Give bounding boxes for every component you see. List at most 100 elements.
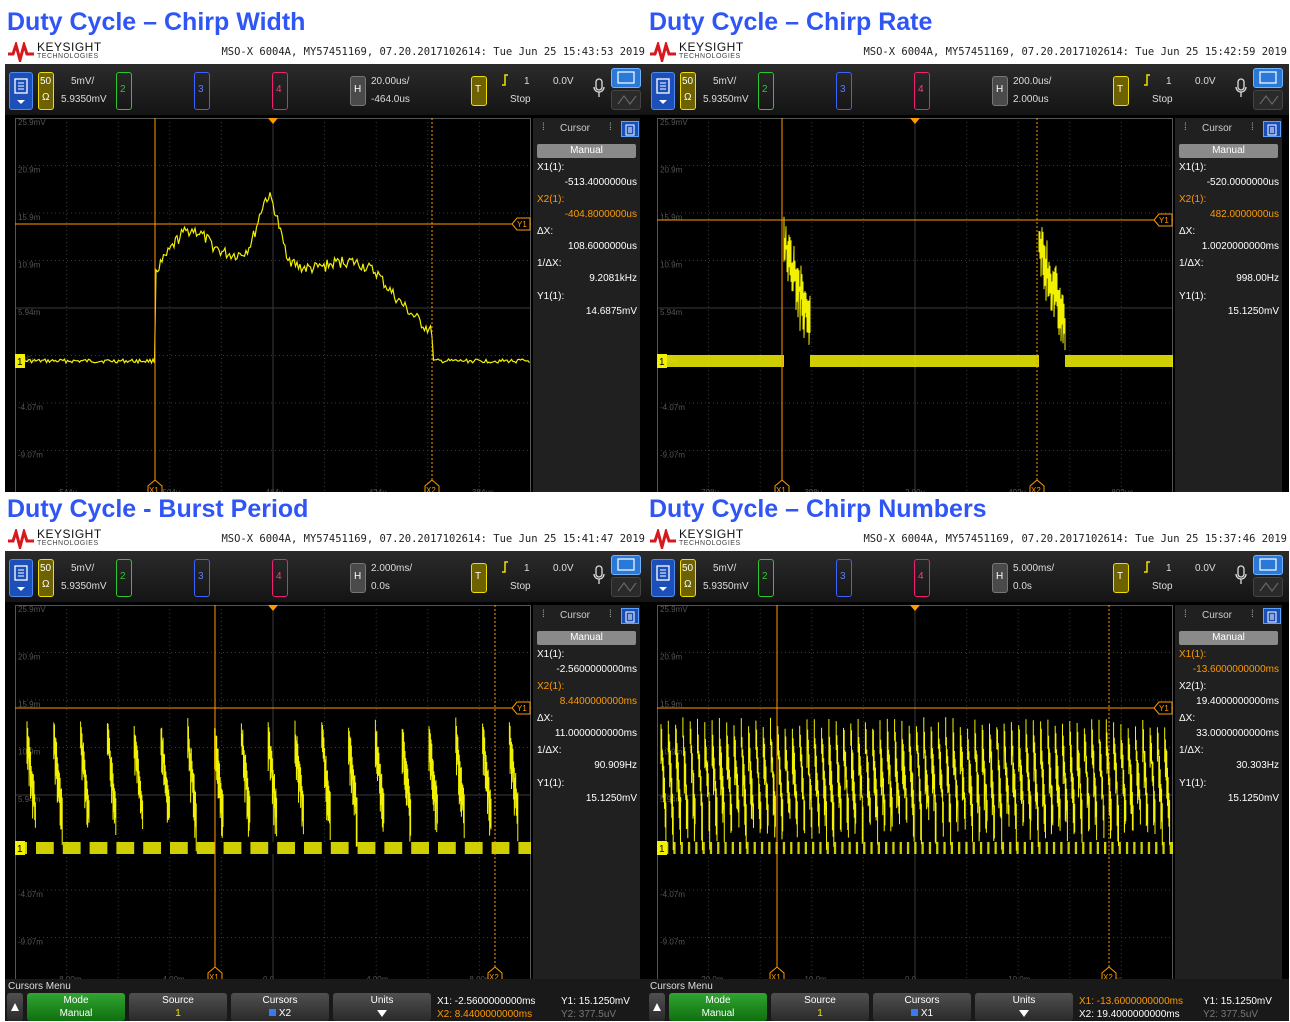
x2-cursor-tag[interactable]: X2 <box>424 479 440 492</box>
ch2-button[interactable]: 2 <box>116 72 132 110</box>
ch4-button[interactable]: 4 <box>272 72 288 110</box>
y1-cursor-tag[interactable]: Y1 <box>1153 701 1173 715</box>
x-tick-label: -424u <box>366 488 386 492</box>
cursor-mode-button[interactable]: Manual <box>1179 631 1278 645</box>
cursor-mode-button[interactable]: Manual <box>1179 144 1278 158</box>
y1-cursor-tag[interactable]: Y1 <box>511 217 531 231</box>
mode-softkey[interactable]: Mode Manual <box>27 993 125 1021</box>
x2-cursor-tag[interactable]: X2 <box>1029 479 1045 492</box>
burst-gap <box>80 842 90 854</box>
horizontal-button[interactable]: H <box>350 76 366 106</box>
y1-cursor-tag[interactable]: Y1 <box>511 701 531 715</box>
scope-panel-4: Duty Cycle – Chirp Numbers KEYSIGHT TECH… <box>647 493 1289 1021</box>
ch2-button[interactable]: 2 <box>758 559 774 597</box>
touch-button[interactable] <box>1253 90 1283 110</box>
touch-button[interactable] <box>1253 577 1283 597</box>
touch-button[interactable] <box>611 90 641 110</box>
down-arrow-icon <box>377 1010 387 1017</box>
burst-gap <box>850 842 856 854</box>
display-mode-button[interactable] <box>1253 68 1283 88</box>
mode-softkey[interactable]: Mode Manual <box>669 993 767 1021</box>
ch3-button[interactable]: 3 <box>194 559 210 597</box>
cursors-softkey[interactable]: Cursors X2 <box>231 993 329 1021</box>
ch3-button[interactable]: 3 <box>836 559 852 597</box>
chirp-pulse <box>1010 722 1017 851</box>
x1-label: X1(1): <box>537 162 565 173</box>
horizontal-button[interactable]: H <box>350 563 366 593</box>
inverse-delta-x-value: 9.2081kHz <box>589 273 637 284</box>
burst-gap <box>931 842 937 854</box>
ch2-button[interactable]: 2 <box>758 72 774 110</box>
ch4-button[interactable]: 4 <box>914 72 930 110</box>
trigger-button[interactable]: T <box>471 76 487 106</box>
ch1-ground-marker[interactable]: 1 <box>657 841 667 855</box>
horizontal-button[interactable]: H <box>992 563 1008 593</box>
ch1-ground-marker[interactable]: 1 <box>15 354 25 368</box>
sidebar-menu-button[interactable] <box>621 121 639 137</box>
cursor-mode-button[interactable]: Manual <box>537 144 636 158</box>
ch3-button[interactable]: 3 <box>194 72 210 110</box>
burst-gap <box>865 842 871 854</box>
microphone-icon[interactable] <box>592 565 606 587</box>
main-menu-button[interactable] <box>9 72 33 110</box>
x1-cursor-tag[interactable]: X1 <box>147 479 163 492</box>
x2-readout: X2: 19.4000000000ms <box>1079 1009 1180 1020</box>
chirp-pulse <box>428 726 438 833</box>
softkey-back-button[interactable] <box>7 993 23 1021</box>
touch-button[interactable] <box>611 577 641 597</box>
main-menu-button[interactable] <box>651 72 675 110</box>
burst-gap <box>1004 842 1010 854</box>
sidebar-menu-button[interactable] <box>621 608 639 624</box>
ch2-button[interactable]: 2 <box>116 559 132 597</box>
screen-icon <box>617 71 635 84</box>
chirp-pulse <box>660 724 667 841</box>
y1-cursor-tag[interactable]: Y1 <box>1153 213 1173 227</box>
ch1-impedance-badge[interactable]: 50 Ω <box>680 559 696 597</box>
burst-gap <box>748 842 754 854</box>
sidebar-grip-icon: ⁞ <box>1184 122 1187 133</box>
chirp-pulse <box>1047 719 1054 835</box>
units-softkey[interactable]: Units <box>333 993 431 1021</box>
ch4-button[interactable]: 4 <box>914 559 930 597</box>
ch3-button[interactable]: 3 <box>836 72 852 110</box>
burst-gap <box>799 842 805 854</box>
x2-label: X2(1): <box>537 194 565 205</box>
sidebar-menu-button[interactable] <box>1263 608 1281 624</box>
softkey-back-button[interactable] <box>649 993 665 1021</box>
display-mode-button[interactable] <box>611 68 641 88</box>
x1-cursor-tag[interactable]: X1 <box>774 479 790 492</box>
ch1-ground-marker[interactable]: 1 <box>15 841 25 855</box>
units-softkey[interactable]: Units <box>975 993 1073 1021</box>
display-mode-button[interactable] <box>1253 555 1283 575</box>
burst-gap <box>974 842 980 854</box>
ch2-label: 2 <box>120 84 126 95</box>
trigger-button[interactable]: T <box>1113 76 1129 106</box>
trigger-button[interactable]: T <box>471 563 487 593</box>
cursors-softkey-value: X2 <box>231 1008 329 1019</box>
ch1-ground-marker[interactable]: 1 <box>657 354 667 368</box>
ch1-impedance-badge[interactable]: 50 Ω <box>38 559 54 597</box>
ch1-scale: 5mV/ <box>713 563 737 574</box>
menu-icon <box>625 611 635 623</box>
x2-cursor-tag-label: X2 <box>489 973 499 982</box>
display-mode-button[interactable] <box>611 555 641 575</box>
microphone-icon[interactable] <box>1234 78 1248 100</box>
ch1-impedance-badge[interactable]: 50 Ω <box>38 72 54 110</box>
microphone-icon[interactable] <box>592 78 606 100</box>
source-softkey[interactable]: Source 1 <box>129 993 227 1021</box>
cursor-selected-icon <box>268 1009 276 1016</box>
source-softkey[interactable]: Source 1 <box>771 993 869 1021</box>
horizontal-button[interactable]: H <box>992 76 1008 106</box>
inverse-delta-x-label: 1/ΔX: <box>1179 258 1204 269</box>
cursor-mode-button[interactable]: Manual <box>537 631 636 645</box>
sidebar-menu-button[interactable] <box>1263 121 1281 137</box>
x2-cursor-tag-label: X2 <box>1103 973 1113 982</box>
ch4-button[interactable]: 4 <box>272 559 288 597</box>
main-menu-button[interactable] <box>9 559 33 597</box>
microphone-icon[interactable] <box>1234 565 1248 587</box>
burst-gap <box>690 842 696 854</box>
main-menu-button[interactable] <box>651 559 675 597</box>
ch1-impedance-badge[interactable]: 50 Ω <box>680 72 696 110</box>
cursors-softkey[interactable]: Cursors X1 <box>873 993 971 1021</box>
trigger-button[interactable]: T <box>1113 563 1129 593</box>
